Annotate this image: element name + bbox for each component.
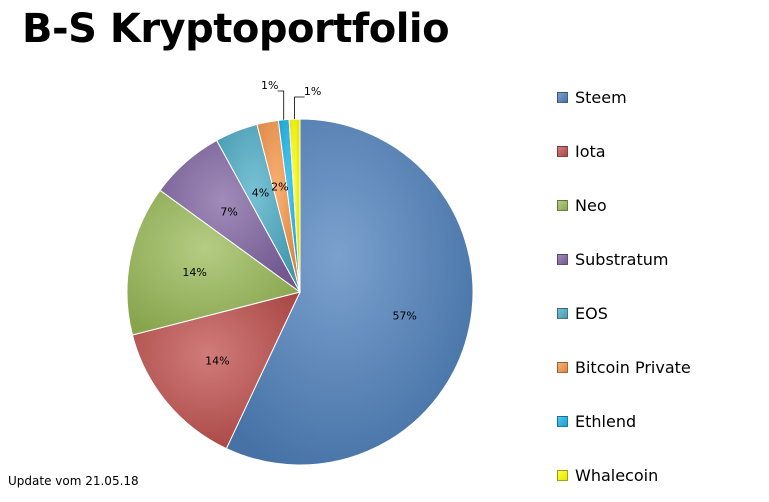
data-label-ethlend: 1% [261, 79, 278, 92]
pie-slice-iota [131, 291, 301, 450]
legend-swatch-iota [557, 145, 568, 157]
legend-label-steem: Steem [575, 87, 627, 107]
chart-title: B-S Kryptoportfolio [22, 6, 450, 52]
legend-item-iota: Iota [557, 124, 691, 178]
data-label-substratum: 7% [220, 206, 237, 219]
legend-item-substratum: Substratum [557, 232, 691, 286]
legend-swatch-neo [557, 199, 568, 211]
legend-swatch-ethlend [557, 415, 568, 427]
legend-label-bitcoin-private: Bitcoin Private [575, 357, 691, 377]
legend-item-bitcoin-private: Bitcoin Private [557, 340, 691, 394]
legend-label-substratum: Substratum [575, 249, 669, 269]
legend-label-ethlend: Ethlend [575, 411, 637, 431]
data-label-neo: 14% [182, 266, 206, 279]
legend-label-neo: Neo [575, 195, 607, 215]
legend-swatch-substratum [557, 253, 568, 265]
legend-label-iota: Iota [575, 141, 606, 161]
data-label-iota: 14% [205, 354, 229, 367]
data-label-eos: 4% [252, 186, 269, 199]
legend-label-whalecoin: Whalecoin [575, 465, 659, 485]
legend: Steem Iota Neo Substratum EOS Bitcoin Private… [557, 70, 691, 502]
legend-item-whalecoin: Whalecoin [557, 448, 691, 502]
update-note: Update vom 21.05.18 [8, 474, 139, 488]
pie-slice-steem [225, 118, 474, 466]
legend-label-eos: EOS [575, 303, 608, 323]
data-label-bitcoin-private: 2% [271, 181, 288, 194]
legend-swatch-eos [557, 307, 568, 319]
legend-item-neo: Neo [557, 178, 691, 232]
legend-item-steem: Steem [557, 70, 691, 124]
leader-line-whalecoin [294, 96, 305, 120]
data-label-whalecoin: 1% [304, 85, 321, 98]
legend-item-eos: EOS [557, 286, 691, 340]
legend-swatch-steem [557, 91, 568, 103]
data-label-steem: 57% [392, 309, 416, 322]
leader-line-ethlend [277, 90, 285, 120]
pie-slice-neo [126, 189, 302, 336]
legend-item-ethlend: Ethlend [557, 394, 691, 448]
legend-swatch-whalecoin [557, 469, 568, 481]
legend-swatch-bitcoin-private [557, 361, 568, 373]
